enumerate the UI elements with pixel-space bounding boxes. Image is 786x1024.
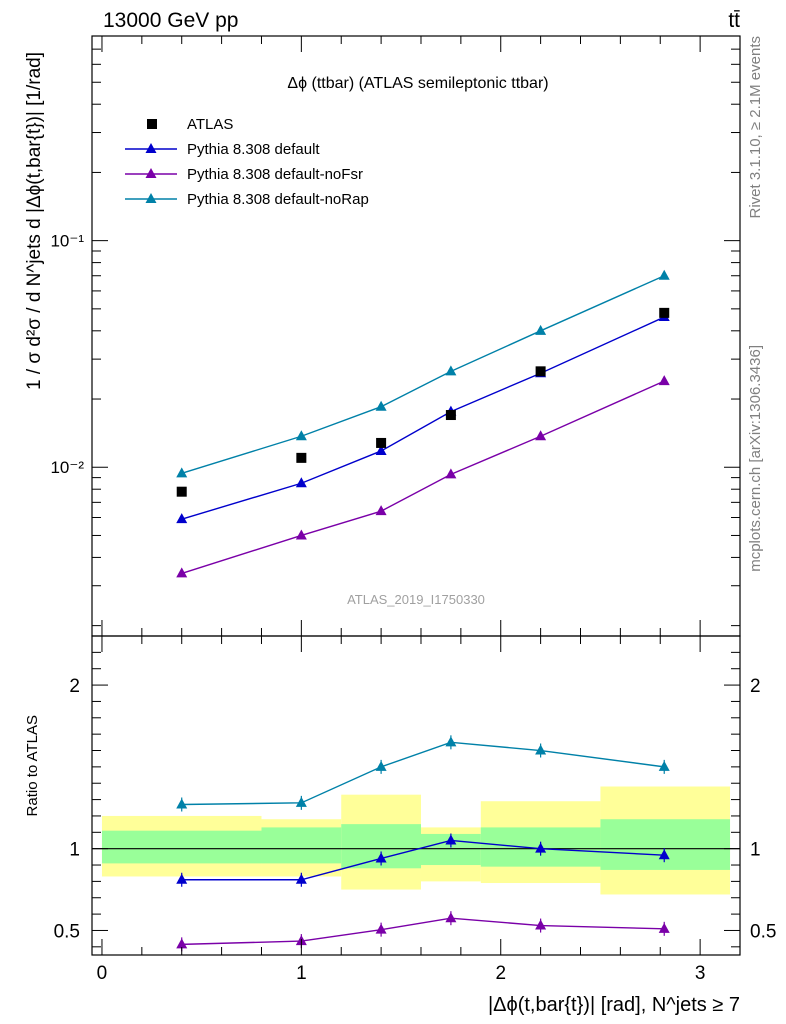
main-y-axis-label: 1 / σ d²σ / d N^jets d |Δϕ(t,bar{t})| [1… — [24, 52, 45, 390]
data-point-2-0 — [176, 567, 188, 578]
data-point-5 — [659, 307, 670, 318]
data-point-3-0 — [176, 467, 188, 478]
header-left-label: 13000 GeV pp — [103, 9, 238, 32]
legend-label-2: Pythia 8.308 default-noFsr — [187, 166, 363, 183]
ratio-ytick-label-right-1: 1 — [750, 840, 761, 861]
legend-marker-2 — [145, 168, 157, 178]
header-right-label: tt̄ — [728, 9, 740, 32]
ratio-frame — [91, 635, 741, 956]
series-1 — [176, 311, 670, 524]
data-point-3-1 — [295, 430, 307, 441]
ratio-ytick-label-right-0: 0.5 — [750, 921, 776, 942]
ratio-point-2-5 — [658, 760, 670, 771]
data-point-2 — [376, 437, 387, 448]
ratio-series-layer — [176, 735, 670, 952]
data-series — [176, 307, 670, 497]
data-point-3-3 — [445, 365, 457, 376]
main-axis-ticks: 10⁻¹ 10⁻² — [50, 35, 741, 637]
main-title: Δϕ (ttbar) (ATLAS semileptonic ttbar) — [287, 75, 548, 92]
data-point-1-2 — [375, 444, 387, 455]
ratio-point-1-2 — [375, 923, 387, 934]
series-3 — [176, 269, 670, 478]
data-point-2-5 — [658, 375, 670, 386]
data-point-1-0 — [176, 513, 188, 524]
legend-entry-0: ATLAS — [147, 116, 233, 133]
ratio-point-1-3 — [445, 912, 457, 923]
ratio-point-1-0 — [176, 938, 188, 949]
ratio-series-1 — [176, 911, 670, 952]
legend-entry-1: Pythia 8.308 default — [125, 141, 320, 158]
ratio-point-0-0 — [176, 873, 188, 884]
data-point-0 — [176, 486, 187, 497]
ratio-point-1-4 — [535, 919, 547, 930]
legend-label-1: Pythia 8.308 default — [187, 141, 320, 158]
ratio-line-0 — [181, 839, 665, 881]
ratio-axis-ticks: 0.5 0.5 1 1 2 2 0 1 2 3 — [54, 635, 776, 984]
xtick-label-1: 1 — [296, 963, 307, 984]
ratio-uncertainty-bands — [92, 786, 740, 895]
series-line-3 — [181, 275, 665, 475]
stat-uncertainty-band-0 — [101, 830, 262, 864]
data-point-2-1 — [295, 529, 307, 540]
ratio-point-0-2 — [375, 852, 387, 863]
data-point-2-3 — [445, 468, 457, 479]
ratio-y-axis-label: Ratio to ATLAS — [24, 715, 41, 816]
ratio-panel: 0.5 0.5 1 1 2 2 0 1 2 3 Ratio to ATLAS |Δϕ(t,bar{… — [24, 635, 776, 1016]
ratio-line-1 — [181, 917, 665, 946]
main-series-layer — [176, 269, 670, 578]
ratio-line-2 — [181, 741, 665, 806]
ratio-point-0-1 — [295, 873, 307, 884]
legend-marker-3 — [145, 193, 157, 203]
main-watermark: ATLAS_2019_I1750330 — [347, 592, 485, 607]
legend-label-3: Pythia 8.308 default-noRap — [187, 191, 369, 208]
ratio-point-2-0 — [176, 798, 188, 809]
data-point-3-4 — [535, 324, 547, 335]
legend-entry-3: Pythia 8.308 default-noRap — [125, 191, 369, 208]
side-label-bottom: mcplots.cern.ch [arXiv:1306.3436] — [747, 345, 764, 572]
series-2 — [176, 375, 670, 578]
data-point-4 — [535, 366, 546, 377]
data-point-2-4 — [535, 430, 547, 441]
ratio-point-2-4 — [535, 744, 547, 755]
xtick-label-2: 2 — [495, 963, 506, 984]
main-ytick-label-0: 10⁻¹ — [50, 232, 84, 251]
ratio-point-2-3 — [445, 736, 457, 747]
ratio-series-0 — [176, 833, 670, 887]
legend-marker-0 — [147, 119, 157, 129]
ratio-series-2 — [176, 735, 670, 812]
side-label-top: Rivet 3.1.10, ≥ 2.1M events — [747, 36, 764, 219]
ratio-ytick-label-left-2: 2 — [69, 676, 80, 697]
ratio-ytick-label-left-0: 0.5 — [54, 921, 80, 942]
main-panel: Δϕ (ttbar) (ATLAS semileptonic ttbar) AT… — [24, 35, 741, 637]
legend-marker-1 — [145, 143, 157, 153]
data-point-3-2 — [375, 400, 387, 411]
legend-label-0: ATLAS — [187, 116, 233, 133]
ratio-point-2-1 — [295, 796, 307, 807]
data-point-1-1 — [295, 477, 307, 488]
ratio-ytick-label-right-2: 2 — [750, 676, 761, 697]
data-point-3-5 — [658, 269, 670, 280]
ratio-ytick-label-left-1: 1 — [69, 840, 80, 861]
ratio-point-0-5 — [658, 849, 670, 860]
xtick-label-0: 0 — [97, 963, 108, 984]
ratio-point-2-2 — [375, 760, 387, 771]
stat-uncertainty-band-1 — [261, 827, 342, 864]
main-ytick-label-1: 10⁻² — [50, 458, 84, 477]
ratio-point-0-4 — [535, 842, 547, 853]
series-line-1 — [181, 316, 665, 520]
stat-uncertainty-band-5 — [600, 819, 731, 870]
data-point-3 — [445, 410, 456, 421]
ratio-point-0-3 — [445, 834, 457, 845]
xtick-label-3: 3 — [695, 963, 706, 984]
x-axis-label: |Δϕ(t,bar{t})| [rad], N^jets ≥ 7 — [488, 994, 740, 1016]
data-point-1 — [296, 452, 307, 463]
legend: ATLAS Pythia 8.308 default Pythia 8.308 de… — [125, 116, 369, 208]
legend-entry-2: Pythia 8.308 default-noFsr — [125, 166, 363, 183]
series-line-2 — [181, 380, 665, 575]
data-point-2-2 — [375, 505, 387, 516]
ratio-point-1-5 — [658, 922, 670, 933]
